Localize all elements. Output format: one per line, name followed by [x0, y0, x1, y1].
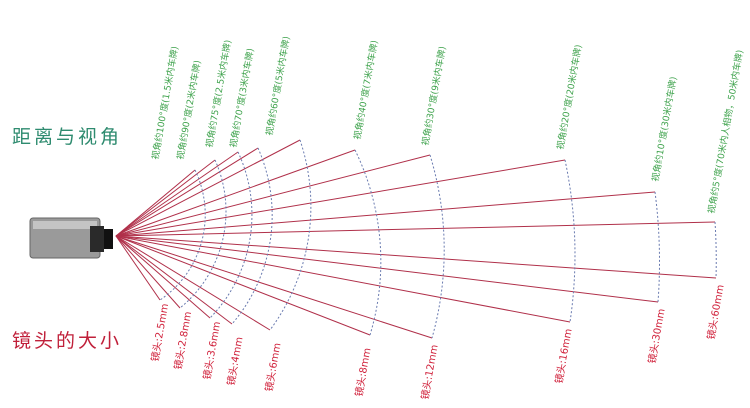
lens-label: 镜头:8mm [352, 347, 373, 398]
lens-label: 镜头:2.8mm [171, 310, 194, 370]
ray-upper [115, 151, 239, 237]
ray-lower [115, 235, 271, 331]
ray-upper [115, 149, 356, 237]
view-arc [714, 221, 717, 279]
view-arc [564, 159, 576, 323]
ray-upper [115, 139, 301, 237]
ray-lower [115, 235, 717, 279]
view-arcs [159, 139, 717, 339]
angle-label: 视角约60°度(5米内车牌) [263, 35, 292, 136]
ray-upper [115, 159, 566, 237]
view-arc [354, 149, 382, 336]
angle-label: 视角约90°度(2米内车牌) [174, 59, 203, 160]
distance-angle-title: 距离与视角 [12, 126, 123, 148]
view-arc [209, 151, 253, 319]
view-arc [429, 154, 445, 339]
view-arc [179, 159, 227, 309]
ray-lower [115, 235, 659, 303]
angle-label: 视角约10°度(30米内车牌) [649, 76, 679, 183]
view-arc [654, 191, 660, 303]
ray-lower [115, 235, 161, 301]
lens-labels: 镜头:2.5mm 镜头:2.8mm 镜头:3.6mm 镜头:4mm 镜头:6mm 镜头:8… [148, 284, 726, 401]
view-arc [159, 169, 206, 301]
angle-label: 视角约30°度(9米内车牌) [419, 45, 448, 146]
lens-label: 镜头:12mm [418, 344, 440, 401]
angle-label: 视角约5°度(70米内人相物，50米内车牌) [705, 49, 746, 215]
ray-upper [115, 169, 196, 237]
lens-label: 镜头:60mm [704, 284, 726, 341]
view-arc [269, 139, 312, 331]
lens-label: 镜头:6mm [262, 342, 283, 393]
angle-labels: 视角约100°度(1.5米内车牌)视角约90°度(2米内车牌) 视角约75°度(2… [149, 35, 746, 214]
angle-label: 视角约70°度(3米内车牌) [227, 47, 256, 148]
ray-upper [115, 147, 259, 237]
ray-upper [115, 159, 216, 237]
ray-lower [115, 235, 211, 319]
lens-rays [115, 139, 717, 339]
lens-label: 镜头:16mm [552, 328, 574, 385]
angle-label: 视角约75°度(2.5米内车牌) [203, 39, 234, 149]
angle-label: 视角约40°度(7米内车牌) [351, 39, 380, 140]
ray-upper [115, 191, 656, 237]
view-arc [231, 147, 273, 325]
ray-lower [115, 235, 371, 336]
ray-lower [115, 235, 571, 323]
lens-label: 镜头:30mm [645, 308, 667, 365]
angle-label: 视角约100°度(1.5米内车牌) [149, 45, 181, 160]
camera-icon [29, 217, 113, 259]
lens-label: 镜头:2.5mm [148, 302, 171, 362]
ray-upper [115, 221, 716, 237]
ray-lower [115, 235, 433, 339]
ray-lower [115, 235, 181, 309]
lens-label: 镜头:4mm [224, 336, 245, 387]
ray-upper [115, 154, 431, 237]
ray-lower [115, 235, 233, 325]
angle-label: 视角约20°度(20米内车牌) [554, 44, 584, 151]
lens-label: 镜头:3.6mm [200, 320, 223, 380]
lens-size-title: 镜头的大小 [12, 330, 123, 352]
